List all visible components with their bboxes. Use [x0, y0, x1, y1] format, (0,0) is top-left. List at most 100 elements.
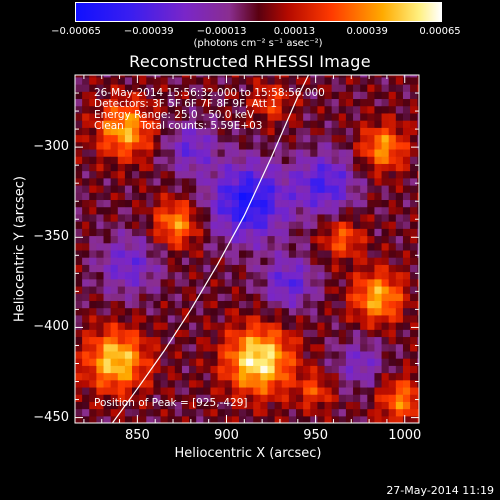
heatmap-cell [374, 336, 383, 345]
heatmap-cell [317, 91, 326, 100]
heatmap-cell [82, 127, 90, 136]
heatmap-cell [402, 329, 411, 338]
heatmap-cell [288, 221, 297, 229]
heatmap-cell [331, 394, 340, 402]
heatmap-cell [410, 148, 418, 157]
heatmap-cell [203, 127, 212, 136]
heatmap-cell [160, 184, 169, 193]
heatmap-cell [331, 235, 340, 244]
heatmap-cell [117, 257, 126, 265]
heatmap-cell [267, 170, 276, 179]
heatmap-cell [103, 127, 112, 136]
heatmap-cell [224, 271, 233, 280]
heatmap-cell [296, 127, 304, 136]
heatmap-cell [296, 177, 304, 186]
heatmap-cell [260, 314, 269, 323]
heatmap-cell [310, 235, 319, 244]
heatmap-cell [246, 156, 254, 164]
heatmap-cell [210, 307, 219, 316]
heatmap-cell [160, 156, 169, 164]
heatmap-cell [124, 293, 133, 301]
heatmap-cell [117, 379, 126, 388]
heatmap-cell [296, 271, 304, 280]
heatmap-cell [310, 401, 319, 410]
heatmap-cell [117, 329, 126, 338]
heatmap-cell [82, 75, 90, 78]
heatmap-cell [296, 358, 304, 366]
heatmap-cell [260, 213, 269, 222]
heatmap-cell [153, 112, 162, 121]
heatmap-cell [367, 365, 376, 374]
heatmap-cell [310, 415, 319, 423]
heatmap-cell [139, 372, 147, 381]
heatmap-cell [395, 372, 404, 381]
heatmap-cell [132, 336, 140, 345]
heatmap-cell [103, 307, 112, 316]
heatmap-cell [110, 264, 119, 273]
heatmap-cell [360, 163, 368, 172]
heatmap-cell [288, 329, 297, 338]
heatmap-cell [224, 408, 233, 417]
heatmap-cell [110, 127, 119, 136]
heatmap-cell [210, 264, 219, 273]
heatmap-cell [353, 278, 361, 287]
heatmap-cell [246, 336, 254, 345]
heatmap-cell [360, 75, 368, 78]
heatmap-cell [231, 163, 240, 172]
heatmap-cell [82, 134, 90, 143]
heatmap-cell [238, 206, 247, 215]
heatmap-cell [196, 322, 204, 330]
heatmap-cell [410, 235, 418, 244]
heatmap-cell [231, 300, 240, 309]
heatmap-cell [89, 199, 97, 208]
heatmap-cell [303, 98, 311, 107]
heatmap-cell [117, 213, 126, 222]
heatmap-cell [388, 365, 397, 374]
heatmap-cell [103, 192, 112, 201]
heatmap-cell [181, 91, 190, 100]
heatmap-cell [345, 84, 354, 92]
heatmap-cell [181, 148, 190, 157]
heatmap-cell [274, 134, 283, 143]
heatmap-cell [210, 177, 219, 186]
heatmap-cell [75, 408, 83, 417]
heatmap-cell [324, 134, 333, 143]
heatmap-cell [139, 192, 147, 201]
heatmap-cell [210, 120, 219, 128]
heatmap-cell [181, 141, 190, 150]
heatmap-cell [345, 307, 354, 316]
heatmap-cell [417, 213, 419, 222]
heatmap-cell [224, 307, 233, 316]
heatmap-cell [296, 379, 304, 388]
heatmap-cell [217, 379, 226, 388]
heatmap-cell [402, 264, 411, 273]
heatmap-cell [224, 112, 233, 121]
time-range-text: 26-May-2014 15:56:32.000 to 15:58:56.000 [94, 87, 325, 99]
heatmap-cell [153, 156, 162, 164]
heatmap-cell [217, 184, 226, 193]
heatmap-cell [167, 365, 176, 374]
heatmap-cell [317, 163, 326, 172]
heatmap-cell [181, 401, 190, 410]
heatmap-cell [196, 163, 204, 172]
heatmap-cell [288, 365, 297, 374]
heatmap-cell [231, 148, 240, 157]
heatmap-cell [338, 372, 347, 381]
heatmap-cell [381, 307, 390, 316]
heatmap-cell [210, 394, 219, 402]
heatmap-cell [210, 84, 219, 92]
heatmap-cell [117, 221, 126, 229]
heatmap-cell [367, 401, 376, 410]
heatmap-cell [103, 415, 112, 423]
heatmap-cell [395, 394, 404, 402]
heatmap-cell [267, 249, 276, 258]
heatmap-cell [146, 249, 155, 258]
heatmap-cell [274, 350, 283, 359]
heatmap-cell [303, 76, 311, 85]
heatmap-cell [82, 300, 90, 309]
heatmap-cell [153, 314, 162, 323]
heatmap-cell [417, 206, 419, 215]
heatmap-cell [395, 278, 404, 287]
heatmap-cell [331, 293, 340, 301]
heatmap-cell [338, 343, 347, 352]
